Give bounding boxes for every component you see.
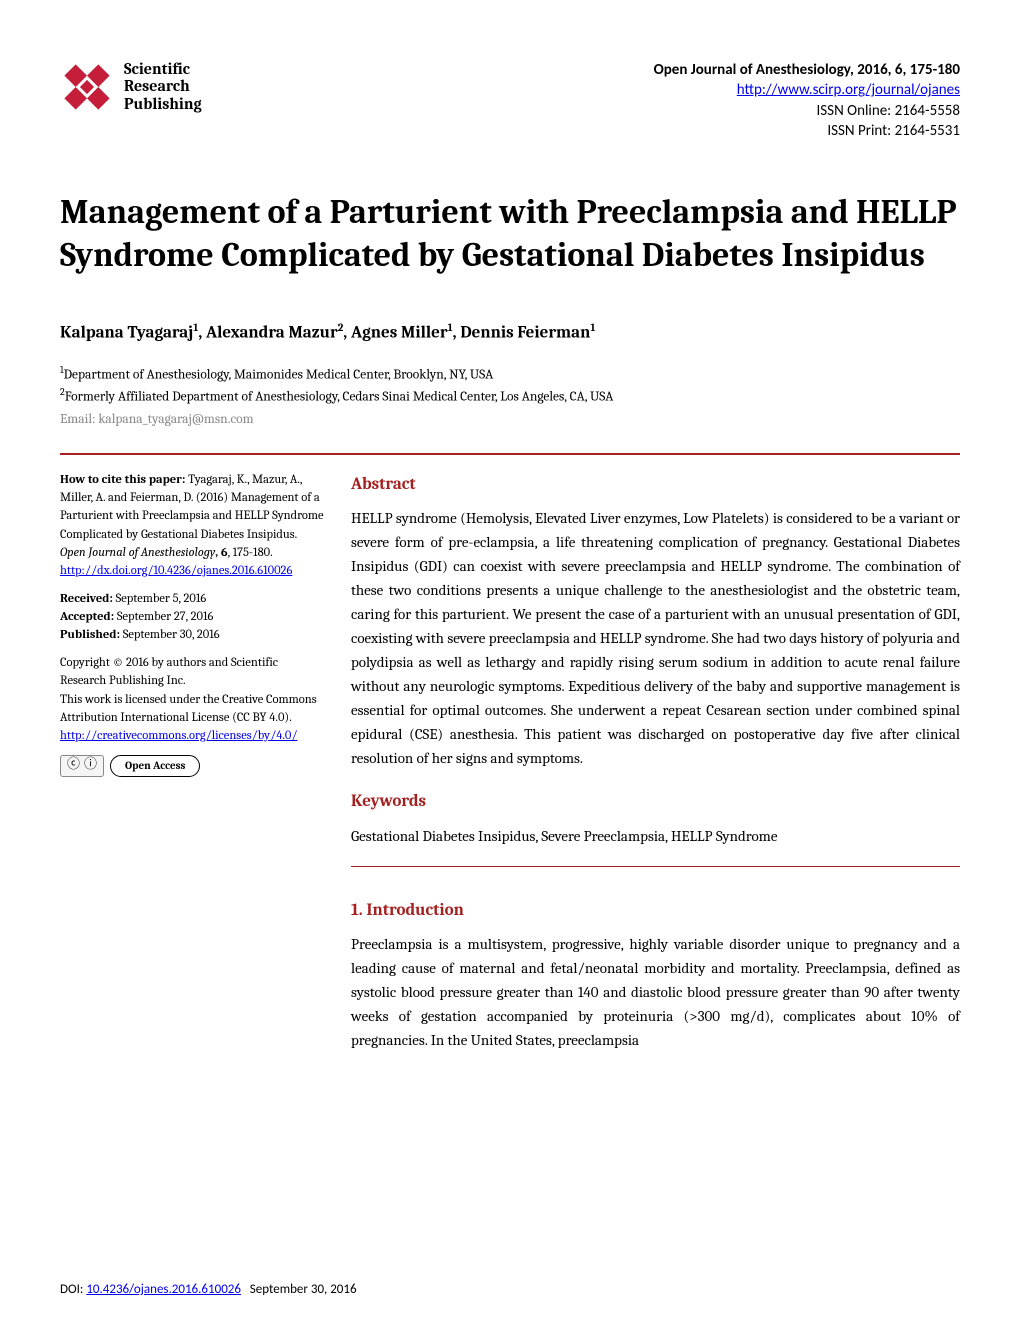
journal-url-link[interactable]: http://www.scirp.org/journal/ojanes bbox=[737, 81, 960, 99]
author-email: Email: kalpana_tyagaraj@msn.com bbox=[60, 412, 960, 427]
open-access-badge: Open Access bbox=[110, 755, 200, 777]
logo-line1: Scientific bbox=[124, 61, 202, 79]
issn-print: ISSN Print: 2164-5531 bbox=[654, 121, 960, 141]
page-footer: DOI: 10.4236/ojanes.2016.610026 Septembe… bbox=[60, 1282, 357, 1297]
logo-line2: Research bbox=[124, 78, 202, 96]
intro-heading: 1. Introduction bbox=[351, 897, 960, 924]
doi-link[interactable]: http://dx.doi.org/10.4236/ojanes.2016.61… bbox=[60, 564, 292, 578]
intro-text: Preeclampsia is a multisystem, progressi… bbox=[351, 932, 960, 1052]
logo-line3: Publishing bbox=[124, 96, 202, 114]
dates-block: Received: September 5, 2016 Accepted: Se… bbox=[60, 590, 325, 644]
publisher-logo: Scientific Research Publishing bbox=[60, 60, 202, 114]
license-badges: ⓒⓘ Open Access bbox=[60, 755, 325, 777]
journal-citation: Open Journal of Anesthesiology, 2016, 6,… bbox=[654, 60, 960, 80]
issn-online: ISSN Online: 2164-5558 bbox=[654, 101, 960, 121]
journal-info: Open Journal of Anesthesiology, 2016, 6,… bbox=[654, 60, 960, 141]
keywords-divider bbox=[351, 866, 960, 867]
how-to-cite: How to cite this paper: Tyagaraj, K., Ma… bbox=[60, 471, 325, 580]
footer-doi-link[interactable]: 10.4236/ojanes.2016.610026 bbox=[86, 1282, 241, 1297]
keywords-heading: Keywords bbox=[351, 788, 960, 815]
authors-line: Kalpana Tyagaraj1, Alexandra Mazur2, Agn… bbox=[60, 321, 960, 343]
top-divider bbox=[60, 453, 960, 455]
affiliation-2: 2Formerly Affiliated Department of Anest… bbox=[60, 385, 960, 408]
affiliations: 1Department of Anesthesiology, Maimonide… bbox=[60, 363, 960, 409]
copyright-block: Copyright © 2016 by authors and Scientif… bbox=[60, 654, 325, 745]
keywords-text: Gestational Diabetes Insipidus, Severe P… bbox=[351, 824, 960, 848]
abstract-text: HELLP syndrome (Hemolysis, Elevated Live… bbox=[351, 506, 960, 770]
publisher-name: Scientific Research Publishing bbox=[124, 61, 202, 114]
abstract-heading: Abstract bbox=[351, 471, 960, 498]
footer-date: September 30, 2016 bbox=[250, 1282, 357, 1297]
content-columns: How to cite this paper: Tyagaraj, K., Ma… bbox=[60, 471, 960, 1052]
paper-title: Management of a Parturient with Preeclam… bbox=[60, 191, 960, 276]
main-content: Abstract HELLP syndrome (Hemolysis, Elev… bbox=[351, 471, 960, 1052]
affiliation-1: 1Department of Anesthesiology, Maimonide… bbox=[60, 363, 960, 386]
sidebar: How to cite this paper: Tyagaraj, K., Ma… bbox=[60, 471, 325, 1052]
cc-by-icon: ⓒⓘ bbox=[60, 755, 104, 777]
header: Scientific Research Publishing Open Jour… bbox=[60, 60, 960, 141]
license-link[interactable]: http://creativecommons.org/licenses/by/4… bbox=[60, 729, 298, 743]
srp-logo-icon bbox=[60, 60, 114, 114]
